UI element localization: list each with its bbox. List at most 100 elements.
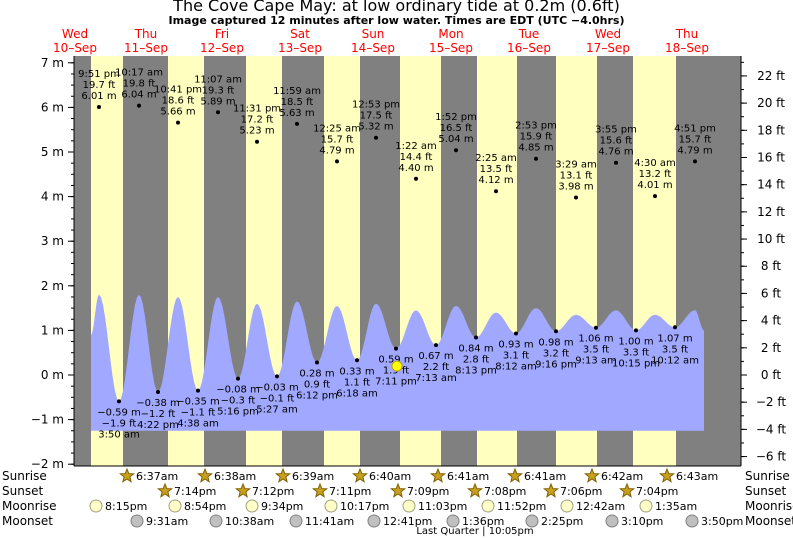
right-axis-tick-label: 6 ft [761, 286, 781, 300]
low-tide-time: 4:38 am [177, 419, 219, 430]
high-tide-time: 1:52 pm [435, 112, 477, 123]
low-tide-point [156, 389, 160, 394]
low-tide-time: 9:16 pm [535, 359, 577, 370]
day-label-date: 18–Sep [665, 41, 709, 55]
low-tide-point [673, 325, 677, 330]
low-tide-point [315, 360, 319, 365]
sunset-time: 7:12pm [252, 485, 294, 498]
low-tide-feet: 0.9 ft [304, 380, 330, 391]
high-tide-meters: 6.04 m [121, 90, 156, 101]
sunset-star-icon [466, 482, 484, 498]
sunrise-star-icon [506, 467, 524, 483]
moonset-icon [685, 514, 699, 528]
low-tide-time: 8:13 pm [455, 366, 497, 377]
high-tide-feet: 14.4 ft [400, 152, 433, 163]
low-tide-meters: −0.08 m [216, 385, 260, 396]
moon-phase-label: Last Quarter | 10:05pm [416, 526, 533, 537]
low-tide-feet: −0.3 ft [221, 396, 256, 407]
moonset-time: 3:10pm [621, 515, 663, 528]
sunrise-time: 6:43am [676, 470, 718, 483]
sunset-time: 7:06pm [560, 485, 602, 498]
moonset-icon [130, 514, 144, 528]
high-tide-time: 10:17 am [115, 68, 163, 79]
moonset-time: 2:25pm [541, 515, 583, 528]
high-tide-feet: 18.5 ft [281, 97, 314, 108]
day-label-weekday: Sat [290, 27, 310, 41]
left-axis-tick-label: 0 m [41, 368, 64, 382]
low-tide-time: 6:12 pm [296, 391, 338, 402]
high-tide-meters: 4.76 m [598, 147, 633, 158]
low-tide-feet: 3.2 ft [543, 348, 569, 359]
high-tide-point [374, 135, 378, 140]
moonset-time: 10:38am [225, 515, 274, 528]
left-axis-tick-label: −1 m [31, 413, 64, 427]
sunset-star-icon [311, 482, 329, 498]
sunset-star-icon [234, 482, 252, 498]
left-axis-tick-label: 5 m [41, 145, 64, 159]
high-tide-time: 3:55 pm [595, 125, 637, 136]
moonset-icon [525, 514, 539, 528]
high-tide-meters: 3.98 m [558, 181, 593, 192]
low-tide-meters: −0.35 m [176, 397, 220, 408]
high-tide-time: 4:51 pm [674, 123, 716, 134]
high-tide-meters: 4.40 m [398, 163, 433, 174]
high-tide-time: 11:07 am [194, 74, 242, 85]
low-tide-meters: 1.07 m [657, 333, 692, 344]
high-tide-point [97, 104, 101, 109]
low-tide-time: 10:12 am [651, 355, 699, 366]
sunrise-star-icon [658, 467, 676, 483]
right-axis-tick-label: 12 ft [757, 205, 785, 219]
right-axis-tick-label: 18 ft [757, 123, 785, 137]
sunset-star-icon [542, 482, 560, 498]
sunrise-time: 6:38am [214, 470, 256, 483]
low-tide-meters: 0.59 m [378, 355, 413, 366]
low-tide-point [474, 335, 478, 340]
right-axis-tick-label: −6 ft [756, 450, 787, 464]
high-tide-time: 10:41 pm [154, 85, 202, 96]
moonrise-time: 1:35am [655, 500, 697, 513]
moonrise-time: 11:03pm [418, 500, 467, 513]
moonrise-time: 8:54pm [184, 500, 226, 513]
high-tide-meters: 5.32 m [358, 122, 393, 133]
day-label-date: 15–Sep [429, 41, 473, 55]
high-tide-feet: 13.5 ft [480, 164, 513, 175]
moonset-label-left: Moonset [2, 514, 53, 528]
high-tide-point [494, 189, 498, 194]
low-tide-point [394, 346, 398, 351]
high-tide-point [137, 103, 141, 108]
low-tide-feet: −1.1 ft [181, 408, 216, 419]
day-label-date: 13–Sep [278, 41, 322, 55]
moonrise-time: 10:17pm [340, 500, 389, 513]
moonset-icon [209, 514, 223, 528]
low-tide-feet: 3.5 ft [662, 344, 688, 355]
high-tide-meters: 4.79 m [677, 145, 712, 156]
high-tide-feet: 15.9 ft [520, 132, 553, 143]
high-tide-time: 9:51 pm [78, 69, 120, 80]
high-tide-point [614, 160, 618, 165]
high-tide-point [693, 159, 697, 164]
sunset-star-icon [618, 482, 636, 498]
sunrise-label-right: Sunrise [745, 469, 790, 483]
low-tide-time: 9:13 am [575, 356, 617, 367]
moonrise-icon [89, 499, 103, 513]
low-tide-feet: 2.8 ft [463, 355, 489, 366]
sunset-star-icon [389, 482, 407, 498]
moonrise-time: 11:52pm [497, 500, 546, 513]
sunrise-time: 6:41am [447, 470, 489, 483]
day-label-weekday: Mon [438, 27, 463, 41]
low-tide-point [434, 343, 438, 348]
sunset-time: 7:04pm [636, 485, 678, 498]
low-tide-point [275, 374, 279, 379]
right-axis-tick-label: 16 ft [757, 150, 785, 164]
high-tide-time: 4:30 am [634, 158, 676, 169]
high-tide-meters: 4.01 m [637, 180, 672, 191]
moonrise-icon [324, 499, 338, 513]
low-tide-feet: 2.2 ft [423, 362, 449, 373]
night-band [74, 56, 91, 466]
low-tide-meters: −0.38 m [136, 398, 180, 409]
right-axis-tick-label: 22 ft [757, 69, 785, 83]
high-tide-meters: 5.23 m [239, 126, 274, 137]
low-tide-point [514, 331, 518, 336]
right-axis-tick-label: 10 ft [757, 232, 785, 246]
low-tide-point [554, 329, 558, 334]
